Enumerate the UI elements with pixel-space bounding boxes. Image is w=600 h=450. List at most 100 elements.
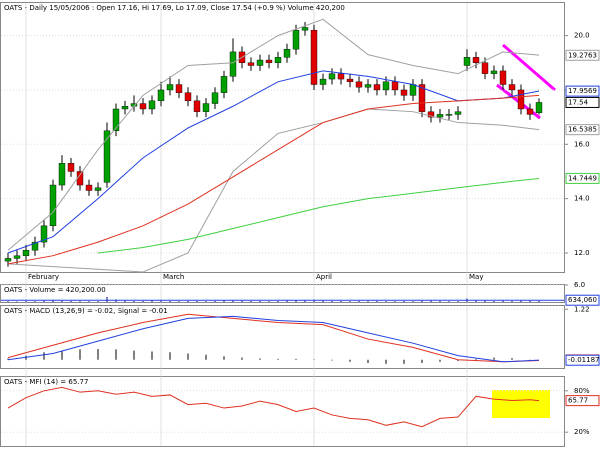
candle-body (400, 89, 408, 96)
indicator-line (7, 18, 540, 251)
volume-bar (88, 301, 90, 302)
candle-body (337, 73, 345, 80)
candle-body (184, 92, 192, 102)
volume-bar (484, 300, 486, 302)
candle-body (355, 81, 363, 88)
volume-bar (511, 300, 513, 302)
y-tick-label: 16.0 (574, 140, 590, 148)
y-tick-label: 20.0 (574, 32, 590, 40)
volume-bar (268, 301, 270, 302)
candle-body (391, 81, 399, 91)
candle-body (292, 29, 300, 50)
candle-body (427, 111, 435, 118)
volume-bar (106, 296, 108, 302)
volume-bar (538, 300, 540, 302)
candle-body (409, 84, 417, 96)
candle-body (499, 70, 507, 85)
candle-body (328, 73, 336, 80)
volume-bar (187, 300, 189, 302)
value-label: -0.011873 (568, 356, 600, 364)
candle-body (139, 103, 147, 110)
volume-bar (286, 300, 288, 302)
candle-body (472, 57, 480, 63)
volume-bar (232, 300, 234, 302)
indicator-line (7, 70, 540, 254)
mfi-frame (0, 376, 565, 447)
price-frame (0, 2, 565, 273)
candle-body (202, 103, 210, 112)
candle-body (13, 255, 21, 259)
volume-bar (475, 300, 477, 302)
indicator-line (7, 386, 540, 428)
value-label: 17.9569 (568, 87, 597, 95)
volume-bar (34, 301, 36, 302)
volume-bar (277, 300, 279, 302)
candle-body (175, 84, 183, 93)
volume-bar (358, 300, 360, 302)
candle-body (121, 106, 129, 110)
y-tick-label: 14.0 (574, 195, 590, 203)
candle-body (49, 184, 57, 227)
value-label-box (565, 96, 600, 108)
volume-bar (439, 300, 441, 302)
volume-bar (124, 300, 126, 302)
value-label: 16.5385 (568, 126, 597, 134)
y-tick-label: 80% (574, 387, 590, 395)
candle-body (454, 111, 462, 115)
y-tick-label: 12.0 (574, 249, 590, 257)
value-label-box (565, 294, 600, 306)
trend-line (502, 43, 556, 92)
volume-bar (250, 300, 252, 302)
volume-frame (0, 284, 565, 303)
candle-body (364, 84, 372, 88)
volume-bar (205, 301, 207, 302)
panel-title: OATS - MACD (13,26,9) = -0.02, Signal = … (4, 307, 168, 315)
candle-body (535, 102, 543, 113)
value-label-box (565, 124, 600, 136)
panel-title: OATS - Volume = 420,200.00 (4, 286, 106, 294)
volume-bar (322, 300, 324, 302)
candle-body (517, 89, 525, 110)
volume-bar (367, 301, 369, 302)
y-tick-label: 20% (574, 428, 590, 436)
candle-body (229, 51, 237, 77)
candle-body (418, 84, 426, 112)
volume-bar (376, 300, 378, 302)
volume-bar (178, 301, 180, 302)
candle-body (283, 48, 291, 58)
volume-bar (16, 301, 18, 302)
candle-body (112, 108, 120, 131)
volume-bar (115, 299, 117, 302)
candle-body (436, 114, 444, 118)
candle-body (301, 27, 309, 31)
volume-bar (259, 300, 261, 302)
y-tick-label: 6.0 (574, 281, 585, 289)
volume-bar (223, 300, 225, 302)
volume-bar (430, 300, 432, 302)
candle-body (274, 57, 282, 63)
volume-bar (412, 301, 414, 302)
macd-frame (0, 305, 565, 369)
candle-body (40, 225, 48, 243)
candle-body (463, 57, 471, 66)
candle-body (382, 81, 390, 91)
volume-bar (304, 300, 306, 302)
volume-bar (502, 300, 504, 302)
volume-bar (70, 300, 72, 302)
candle-body (31, 241, 39, 251)
volume-bar (529, 300, 531, 302)
volume-bar (241, 300, 243, 302)
volume-bar (151, 300, 153, 302)
value-label: 14.7449 (568, 174, 597, 182)
candle-body (490, 70, 498, 74)
volume-bar (43, 300, 45, 302)
volume-bar (169, 300, 171, 302)
volume-bar (520, 300, 522, 302)
highlight-box (492, 390, 550, 418)
value-label: 65.77 (568, 397, 588, 405)
candle-body (526, 108, 534, 115)
volume-bar (421, 300, 423, 302)
x-tick-label: May (469, 273, 483, 281)
value-label: 17.54 (568, 98, 589, 106)
